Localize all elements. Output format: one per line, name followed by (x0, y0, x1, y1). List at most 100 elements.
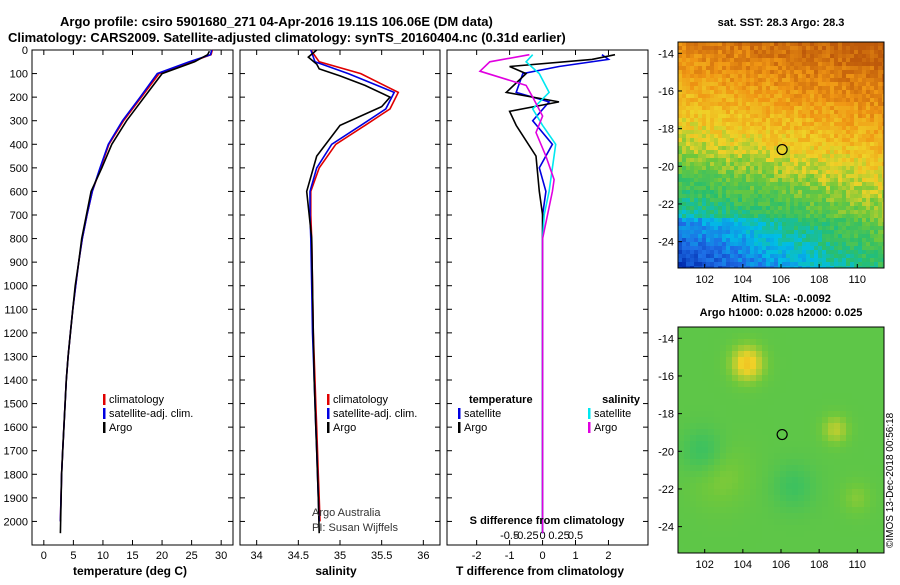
x-tick-label: 35 (334, 550, 346, 562)
lon-tick-label: 108 (810, 274, 828, 286)
depth-tick-label: 2000 (4, 516, 28, 528)
x-tick-label: 35.5 (371, 550, 392, 562)
depth-tick-label: 600 (10, 186, 28, 198)
depth-tick-label: 900 (10, 257, 28, 269)
x-tick-label: 15 (126, 550, 138, 562)
series-line-argo (305, 49, 392, 534)
temp-legend-1-label: satellite-adj. clim. (109, 408, 193, 420)
diff-legend-right-0-swatch (588, 408, 591, 419)
sal-legend-1-label: satellite-adj. clim. (333, 408, 417, 420)
depth-tick-label: 1400 (4, 375, 28, 387)
depth-tick-label: 500 (10, 163, 28, 175)
s-difference-axis-label: S difference from climatology (470, 515, 626, 527)
depth-tick-label: 1800 (4, 469, 28, 481)
temperature-panel: 0100200300400500600700800900100011001200… (4, 45, 234, 562)
temp-legend-0-label: climatology (109, 394, 165, 406)
lat-tick-label: -22 (658, 484, 674, 496)
lat-tick-label: -14 (658, 333, 674, 345)
x-tick-label: 20 (156, 550, 168, 562)
x-tick-label: 10 (97, 550, 109, 562)
lat-tick-label: -22 (658, 199, 674, 211)
s-tick-label: -0.25 (514, 530, 539, 542)
depth-tick-label: 1700 (4, 446, 28, 458)
lat-tick-label: -24 (658, 522, 674, 534)
sal-legend-2-label: Argo (333, 422, 356, 434)
argo-position-marker (776, 428, 788, 441)
lon-tick-label: 104 (734, 274, 752, 286)
temperature-axis-label: temperature (deg C) (73, 564, 187, 578)
s-tick-label: 0.5 (568, 530, 583, 542)
series-line-argo (59, 50, 211, 534)
sla-map-title-line1: Altim. SLA: -0.0092 (731, 293, 831, 305)
lat-tick-label: -20 (658, 161, 674, 173)
sla-map-title-line2: Argo h1000: 0.028 h2000: 0.025 (700, 307, 863, 319)
depth-tick-label: 1500 (4, 399, 28, 411)
figure-title-line1: Argo profile: csiro 5901680_271 04-Apr-2… (60, 14, 493, 29)
credit-line1: Argo Australia (312, 507, 381, 519)
sst-map-title: sat. SST: 28.3 Argo: 28.3 (718, 17, 845, 29)
x-tick-label: -2 (472, 550, 482, 562)
diff-legend-left-1-swatch (458, 422, 461, 433)
diff-legend-left-0-swatch (458, 408, 461, 419)
lat-tick-label: -18 (658, 124, 674, 136)
sal-legend-0-swatch (327, 394, 330, 405)
diff-legend-right-1-label: Argo (594, 422, 617, 434)
depth-tick-label: 1000 (4, 281, 28, 293)
lon-tick-label: 102 (696, 559, 714, 571)
difference-panel: -2 -1 0 1 2 -0.5-0.25 0 0.250.5 temperature salin… (446, 49, 649, 562)
depth-tick-label: 1100 (4, 304, 28, 316)
figure-title-line2: Climatology: CARS2009. Satellite-adjuste… (8, 30, 566, 45)
depth-tick-label: 400 (10, 139, 28, 151)
diff-legend-left-1-label: Argo (464, 422, 487, 434)
series-line-salinity-argo (478, 53, 555, 534)
p-sla-field (678, 327, 884, 553)
x-tick-label: 1 (572, 550, 578, 562)
p-sst-field (678, 42, 884, 268)
lon-tick-label: 102 (696, 274, 714, 286)
x-tick-label: 5 (70, 550, 76, 562)
sst-map: 102 104 106 108 110 -14 -16 -18 -20 -22 -24 (658, 41, 885, 286)
diff-legend-left-0-label: satellite (464, 408, 501, 420)
x-tick-label: 0 (41, 550, 47, 562)
depth-tick-label: 100 (10, 69, 28, 81)
lat-tick-label: -16 (658, 86, 674, 98)
lon-tick-label: 110 (849, 274, 867, 286)
argo-position-marker (776, 143, 788, 156)
lon-tick-label: 106 (772, 559, 790, 571)
t-difference-axis-label: T difference from climatology (456, 564, 624, 578)
s-tick-label: -0.5 (500, 530, 519, 542)
depth-tick-label: 800 (10, 234, 28, 246)
depth-tick-label: 1600 (4, 422, 28, 434)
depth-tick-label: 1200 (4, 328, 28, 340)
x-tick-label: 34 (251, 550, 263, 562)
lat-tick-label: -20 (658, 446, 674, 458)
diff-legend-right-title: salinity (602, 394, 641, 406)
sal-legend-2-swatch (327, 422, 330, 433)
x-tick-label: 25 (185, 550, 197, 562)
s-tick-label: 0 (539, 530, 545, 542)
temp-legend-1-swatch (103, 408, 106, 419)
sal-legend-0-label: climatology (333, 394, 389, 406)
diff-legend-left-title: temperature (469, 394, 533, 406)
x-tick-label: 0 (539, 550, 545, 562)
x-tick-label: 34.5 (288, 550, 309, 562)
lon-tick-label: 110 (849, 559, 867, 571)
s-tick-label: 0.25 (548, 530, 569, 542)
lat-tick-label: -16 (658, 371, 674, 383)
x-tick-label: 2 (605, 550, 611, 562)
temp-legend-2-label: Argo (109, 422, 132, 434)
depth-tick-label: 300 (10, 116, 28, 128)
lat-tick-label: -14 (658, 48, 674, 60)
lon-tick-label: 106 (772, 274, 790, 286)
x-tick-label: 30 (215, 550, 227, 562)
imos-watermark: ©IMOS 13-Dec-2018 00:56:18 (885, 412, 896, 548)
diff-legend-right-0-label: satellite (594, 408, 631, 420)
salinity-plot-frame (239, 49, 441, 546)
depth-tick-label: 1300 (4, 351, 28, 363)
temperature-plot-frame (31, 49, 234, 546)
differences-plot-frame (446, 49, 649, 546)
credit-line2: PI: Susan Wijffels (312, 522, 398, 534)
temp-legend-0-swatch (103, 394, 106, 405)
temp-legend-2-swatch (103, 422, 106, 433)
